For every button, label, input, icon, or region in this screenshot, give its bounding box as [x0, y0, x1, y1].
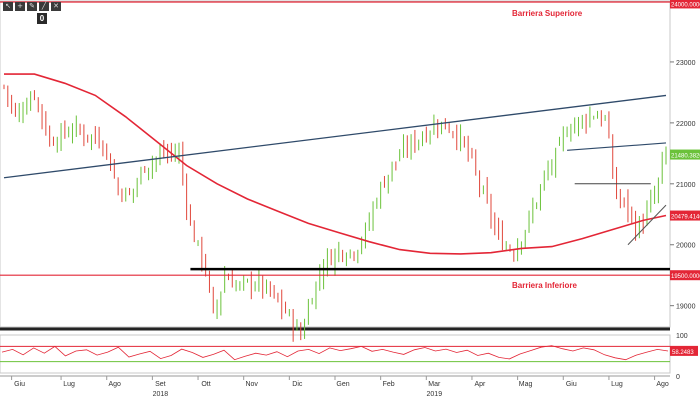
chart-toolbar: ↖ + ✎ ╱ ✕ — [3, 2, 61, 11]
oscillator-line — [1, 345, 669, 361]
y-tick-label: 20000 — [676, 243, 696, 250]
x-month-label: Apr — [475, 381, 487, 388]
x-month-label: Ago — [656, 381, 669, 388]
x-year-label: 2019 — [427, 391, 443, 398]
current-price-tag: 21480.38208 — [671, 154, 700, 160]
oscillator-tag-bg — [670, 345, 698, 356]
moving-average-tag: 20479.41465 — [671, 215, 700, 221]
moving-average-tag-bg — [670, 210, 700, 221]
lower-barrier-tag: 19500.00000 — [671, 274, 700, 280]
counter-badge: 0 — [37, 13, 47, 24]
x-month-label: Giu — [14, 381, 25, 388]
trendline — [3, 94, 667, 179]
cursor-icon[interactable]: ↖ — [3, 2, 13, 11]
x-month-label: Lug — [611, 381, 623, 388]
y-tick-label: 23000 — [676, 60, 696, 67]
x-month-label: Feb — [383, 381, 395, 388]
x-year-label: 2018 — [153, 391, 169, 398]
main-panel-frame — [0, 0, 671, 328]
upper-barrier-label: Barriera Superiore — [512, 9, 583, 18]
channel-line — [567, 142, 667, 151]
erase-icon[interactable]: ✕ — [51, 2, 61, 11]
crosshair-icon[interactable]: + — [15, 2, 25, 11]
x-month-label: Ott — [201, 381, 210, 388]
current-price-tag-bg — [670, 149, 700, 160]
pencil-icon[interactable]: ✎ — [27, 2, 37, 11]
x-month-label: Gen — [336, 381, 349, 388]
x-month-label: Dic — [292, 381, 303, 388]
oscillator-tick-label: 100 — [676, 333, 688, 340]
y-tick-label: 22000 — [676, 121, 696, 128]
x-month-label: Nov — [245, 381, 258, 388]
moving-average-line — [4, 73, 667, 255]
lower-barrier-label: Barriera Inferiore — [512, 281, 577, 290]
oscillator-tick-label: 0 — [676, 374, 680, 381]
x-month-label: Ago — [108, 381, 121, 388]
line-icon[interactable]: ╱ — [39, 2, 49, 11]
x-month-label: Mar — [428, 381, 441, 388]
upper-barrier-tag: 24000.00000 — [671, 2, 700, 8]
lower-barrier-tag-bg — [670, 270, 700, 281]
y-tick-label: 21000 — [676, 182, 696, 189]
x-month-label: Giu — [566, 381, 577, 388]
upper-barrier-tag-bg — [670, 0, 700, 9]
rising-line — [627, 204, 667, 246]
x-month-label: Set — [155, 381, 166, 388]
x-month-label: Mag — [519, 381, 533, 388]
y-tick-label: 19000 — [676, 304, 696, 311]
oscillator-value-tag: 58.2483 — [672, 350, 694, 356]
x-month-label: Lug — [63, 381, 75, 388]
